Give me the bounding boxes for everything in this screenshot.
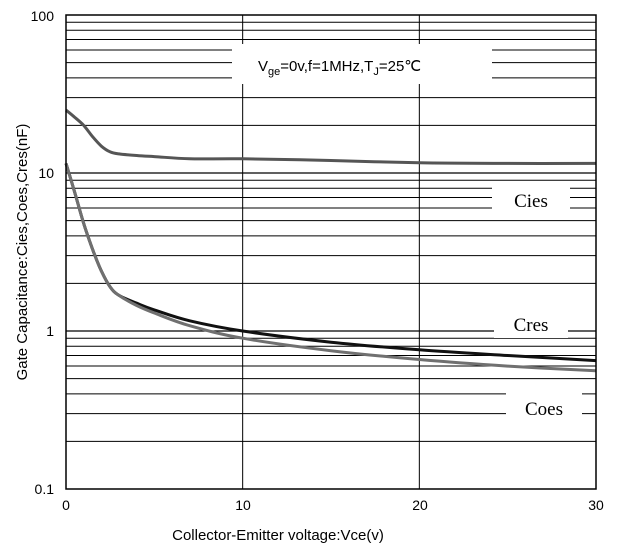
- test-conditions-annotation: Vge=0v,f=1MHz,TJ=25℃: [258, 58, 421, 78]
- x-axis-label: Collector-Emitter voltage:Vce(v): [172, 527, 384, 544]
- cres-series-label: Cres: [514, 315, 549, 336]
- coes-label-box: [506, 392, 582, 422]
- y-tick-100: 100: [31, 8, 55, 24]
- annotation-mid: =0v,f=1MHz,T: [280, 58, 373, 75]
- coes-series-label: Coes: [525, 399, 563, 420]
- x-tick-30: 30: [588, 497, 604, 513]
- x-tick-10: 10: [235, 497, 251, 513]
- y-tick-0.1: 0.1: [35, 481, 55, 497]
- annotation-tail: =25℃: [379, 58, 421, 75]
- series-line-cies: [65, 108, 597, 165]
- annotation-box: [232, 44, 492, 84]
- x-tick-0: 0: [62, 497, 70, 513]
- plot-frame: [65, 14, 597, 490]
- cres-label-box: [494, 308, 568, 338]
- y-axis-label: Gate Capacitance:Cies,Coes,Cres(nF): [14, 124, 31, 381]
- cies-series-label: Cies: [514, 191, 548, 212]
- y-tick-1: 1: [46, 323, 54, 339]
- annotation-sub-ge: ge: [268, 66, 280, 78]
- x-tick-20: 20: [412, 497, 428, 513]
- series-line-coes: [64, 162, 597, 373]
- cies-label-box: [492, 184, 570, 214]
- y-tick-10: 10: [38, 165, 54, 181]
- annotation-sub-j: J: [373, 66, 379, 78]
- chart-series: [64, 108, 597, 373]
